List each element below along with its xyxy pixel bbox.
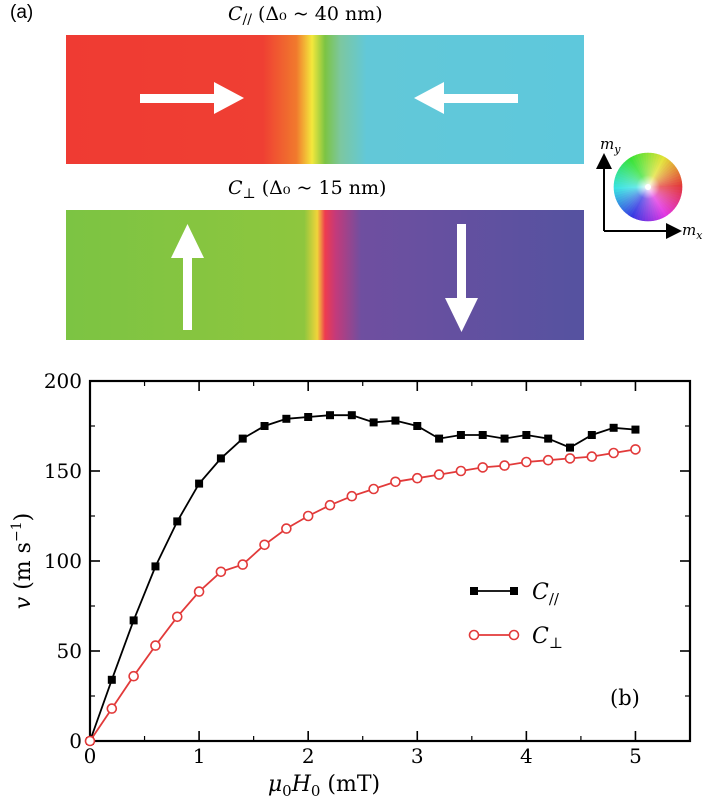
- legend-marker: [508, 629, 520, 641]
- caption-subscript: //: [242, 12, 252, 28]
- data-point-square: [544, 434, 553, 443]
- color-wheel-graphic: my mx: [596, 135, 703, 242]
- data-point-circle: [237, 559, 249, 570]
- panel-b-label: (b): [610, 686, 640, 710]
- x-tick-label: 1: [193, 744, 206, 768]
- data-point-circle: [128, 670, 139, 682]
- data-point-circle: [171, 611, 183, 623]
- bottom-strip-graphic: [66, 210, 584, 340]
- data-point-square: [173, 517, 182, 526]
- data-point-square: [151, 562, 160, 571]
- data-point-square: [260, 422, 269, 430]
- data-point-square: [347, 411, 356, 420]
- data-point-circle: [608, 447, 619, 459]
- data-point-square: [413, 422, 422, 430]
- top-domain-wall-strip: [66, 35, 584, 164]
- y-tick-label: 0: [69, 729, 82, 753]
- color-wheel-icon: [613, 152, 683, 222]
- data-point-circle: [106, 703, 118, 714]
- data-point-square: [238, 434, 247, 443]
- x-axis-label: μ0H0 (mT): [268, 772, 380, 800]
- data-point-circle: [477, 462, 489, 473]
- caption-rest: (Δ₀ ~ 40 nm): [251, 3, 383, 25]
- my-axis-label: my: [600, 135, 621, 156]
- x-tick-label: 5: [629, 744, 642, 768]
- panel-a-label: (a): [10, 2, 34, 23]
- legend-marker: [510, 587, 518, 595]
- data-point-circle: [281, 523, 292, 534]
- color-wheel-legend: my mx: [590, 135, 704, 245]
- data-point-circle: [630, 444, 641, 455]
- data-point-square: [282, 414, 291, 423]
- data-point-square: [522, 431, 531, 439]
- x-tick-label: 3: [411, 744, 424, 768]
- data-point-square: [107, 675, 116, 684]
- data-point-square: [566, 443, 574, 452]
- x-tick-label: 4: [520, 744, 533, 768]
- data-point-square: [391, 416, 400, 425]
- data-point-square: [195, 479, 204, 488]
- data-point-square: [369, 418, 378, 427]
- bottom-strip-caption: C⊥ (Δ₀ ~ 15 nm): [228, 177, 386, 202]
- data-point-circle: [586, 451, 598, 462]
- data-point-circle: [542, 454, 554, 466]
- legend-marker: [468, 629, 480, 641]
- data-point-square: [478, 431, 487, 439]
- mx-axis-label: mx: [682, 221, 703, 242]
- caption-symbol: C: [228, 177, 243, 199]
- x-tick-label: 2: [302, 744, 315, 768]
- data-point-circle: [455, 465, 467, 477]
- data-point-circle: [411, 472, 423, 484]
- data-point-square: [304, 413, 313, 421]
- legend-marker: [470, 587, 478, 595]
- caption-subscript: ⊥: [242, 186, 256, 202]
- data-point-square: [500, 434, 509, 443]
- data-point-circle: [499, 460, 510, 471]
- arrow-right-icon: [140, 82, 244, 114]
- series-line: [89, 414, 636, 742]
- y-tick-label: 200: [44, 369, 82, 393]
- data-point-circle: [324, 499, 336, 511]
- data-point-circle: [346, 490, 358, 502]
- data-point-circle: [302, 510, 314, 522]
- y-tick-label: 100: [44, 549, 82, 573]
- y-tick-label: 150: [44, 459, 82, 483]
- caption-symbol: C: [228, 3, 243, 25]
- arrow-down-icon: [445, 224, 478, 332]
- data-point-circle: [259, 539, 270, 551]
- x-tick-label: 0: [84, 744, 97, 768]
- y-axis-label: v (m s−1): [9, 513, 36, 609]
- data-point-square: [129, 616, 138, 625]
- caption-rest: (Δ₀ ~ 15 nm): [255, 177, 387, 199]
- top-strip-caption: C// (Δ₀ ~ 40 nm): [228, 3, 383, 28]
- bottom-domain-wall-strip: [66, 210, 584, 340]
- data-point-square: [609, 423, 618, 432]
- arrow-left-icon: [414, 82, 518, 114]
- y-tick-label: 50: [57, 639, 82, 663]
- data-point-square: [631, 425, 640, 434]
- legend-label: C//: [532, 580, 560, 608]
- data-point-circle: [433, 469, 445, 480]
- data-point-circle: [368, 483, 379, 495]
- data-point-circle: [215, 566, 227, 578]
- data-point-square: [435, 434, 444, 443]
- arrow-up-icon: [171, 224, 204, 330]
- data-point-square: [216, 454, 225, 463]
- data-point-circle: [564, 453, 576, 464]
- data-point-square: [456, 431, 465, 439]
- plot-frame: [88, 379, 692, 743]
- data-point-square: [587, 431, 596, 439]
- data-point-circle: [150, 640, 161, 651]
- data-point-circle: [390, 476, 401, 488]
- data-point-square: [326, 411, 334, 420]
- data-point-circle: [193, 586, 205, 597]
- legend-label: C⊥: [532, 624, 563, 652]
- top-strip-graphic: [66, 35, 584, 164]
- data-point-circle: [521, 456, 532, 468]
- data-point-circle: [84, 735, 96, 747]
